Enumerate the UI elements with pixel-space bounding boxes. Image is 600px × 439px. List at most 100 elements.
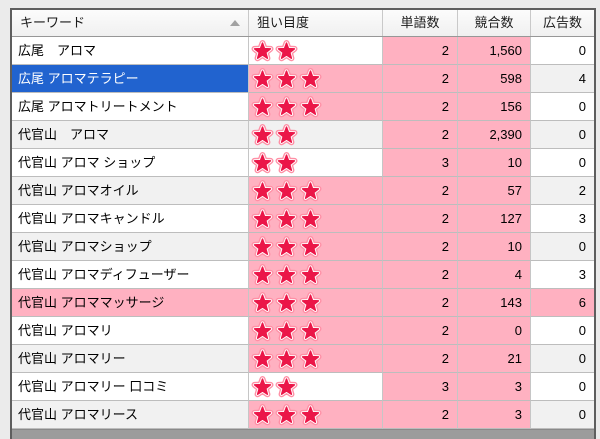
table-row[interactable]: 代官山 アロママッサージ 2 143 6	[12, 289, 594, 317]
rating-cell[interactable]	[249, 317, 383, 345]
table-row[interactable]: 代官山 アロマリー 口コミ 3 3 0	[12, 373, 594, 401]
keyword-cell[interactable]: 代官山 アロマリ	[12, 317, 249, 345]
rating-cell[interactable]	[249, 65, 383, 93]
star-icon	[275, 236, 298, 258]
ad-count-cell: 0	[531, 373, 594, 401]
word-count-cell: 3	[383, 149, 458, 177]
competition-count-cell: 57	[458, 177, 531, 205]
column-header-rating-label: 狙い目度	[257, 15, 310, 30]
word-count-cell: 2	[383, 121, 458, 149]
sort-ascending-icon	[230, 20, 240, 26]
table-row[interactable]: 代官山 アロマオイル 2 57 2	[12, 177, 594, 205]
keyword-cell[interactable]: 広尾 アロマトリートメント	[12, 93, 249, 121]
word-count-cell: 2	[383, 37, 458, 65]
ad-count-cell: 0	[531, 149, 594, 177]
star-icon	[299, 68, 322, 90]
keyword-cell[interactable]: 代官山 アロマリー 口コミ	[12, 373, 249, 401]
star-icon	[275, 320, 298, 342]
competition-count-cell: 156	[458, 93, 531, 121]
word-count-cell: 2	[383, 93, 458, 121]
rating-cell[interactable]	[249, 289, 383, 317]
word-count-cell: 2	[383, 345, 458, 373]
rating-cell[interactable]	[249, 261, 383, 289]
ad-count-cell: 0	[531, 37, 594, 65]
keyword-cell[interactable]: 広尾 アロマテラピー	[12, 65, 249, 93]
ad-count-cell: 0	[531, 93, 594, 121]
word-count-cell: 2	[383, 261, 458, 289]
word-count-cell: 2	[383, 205, 458, 233]
star-icon	[275, 348, 298, 370]
table-row[interactable]: 代官山 アロマ 2 2,390 0	[12, 121, 594, 149]
empty-area	[12, 429, 594, 439]
competition-count-cell: 127	[458, 205, 531, 233]
star-icon	[251, 404, 274, 426]
column-header-ad-count-label: 広告数	[542, 15, 582, 30]
rating-cell[interactable]	[249, 401, 383, 429]
star-icon	[251, 124, 274, 146]
table-row[interactable]: 代官山 アロマディフューザー 2 4 3	[12, 261, 594, 289]
rating-cell[interactable]	[249, 345, 383, 373]
competition-count-cell: 3	[458, 373, 531, 401]
ad-count-cell: 3	[531, 261, 594, 289]
column-header-rating[interactable]: 狙い目度	[249, 10, 383, 36]
competition-count-cell: 10	[458, 149, 531, 177]
star-icon	[275, 180, 298, 202]
table-row[interactable]: 広尾 アロマ 2 1,560 0	[12, 37, 594, 65]
star-icon	[251, 292, 274, 314]
star-icon	[251, 348, 274, 370]
column-header-word-count[interactable]: 単語数	[383, 10, 458, 36]
keyword-cell[interactable]: 広尾 アロマ	[12, 37, 249, 65]
rating-cell[interactable]	[249, 93, 383, 121]
keyword-cell[interactable]: 代官山 アロマオイル	[12, 177, 249, 205]
rating-cell[interactable]	[249, 149, 383, 177]
keyword-cell[interactable]: 代官山 アロマショップ	[12, 233, 249, 261]
star-icon	[299, 404, 322, 426]
star-icon	[251, 208, 274, 230]
table-row[interactable]: 広尾 アロマテラピー 2 598 4	[12, 65, 594, 93]
star-icon	[251, 152, 274, 174]
table-row[interactable]: 広尾 アロマトリートメント 2 156 0	[12, 93, 594, 121]
competition-count-cell: 1,560	[458, 37, 531, 65]
star-icon	[299, 96, 322, 118]
column-header-competition[interactable]: 競合数	[458, 10, 531, 36]
column-header-competition-label: 競合数	[474, 15, 514, 30]
column-header-word-count-label: 単語数	[400, 15, 440, 30]
table-row[interactable]: 代官山 アロマ ショップ 3 10 0	[12, 149, 594, 177]
word-count-cell: 3	[383, 373, 458, 401]
keyword-cell[interactable]: 代官山 アロマディフューザー	[12, 261, 249, 289]
rating-cell[interactable]	[249, 177, 383, 205]
star-icon	[251, 68, 274, 90]
table-row[interactable]: 代官山 アロマショップ 2 10 0	[12, 233, 594, 261]
rating-cell[interactable]	[249, 373, 383, 401]
table-row[interactable]: 代官山 アロマリ 2 0 0	[12, 317, 594, 345]
ad-count-cell: 6	[531, 289, 594, 317]
star-icon	[299, 292, 322, 314]
table-row[interactable]: 代官山 アロマリー 2 21 0	[12, 345, 594, 373]
word-count-cell: 2	[383, 65, 458, 93]
rating-cell[interactable]	[249, 37, 383, 65]
column-header-ad-count[interactable]: 広告数	[531, 10, 594, 36]
column-header-keyword[interactable]: キーワード	[12, 10, 249, 36]
table-row[interactable]: 代官山 アロマキャンドル 2 127 3	[12, 205, 594, 233]
ad-count-cell: 0	[531, 233, 594, 261]
rating-cell[interactable]	[249, 233, 383, 261]
keyword-cell[interactable]: 代官山 アロママッサージ	[12, 289, 249, 317]
star-icon	[251, 180, 274, 202]
table-row[interactable]: 代官山 アロマリース 2 3 0	[12, 401, 594, 429]
word-count-cell: 2	[383, 317, 458, 345]
keyword-cell[interactable]: 代官山 アロマリース	[12, 401, 249, 429]
star-icon	[275, 124, 298, 146]
rating-cell[interactable]	[249, 205, 383, 233]
star-icon	[299, 180, 322, 202]
keyword-cell[interactable]: 代官山 アロマ ショップ	[12, 149, 249, 177]
competition-count-cell: 4	[458, 261, 531, 289]
keyword-cell[interactable]: 代官山 アロマリー	[12, 345, 249, 373]
rating-cell[interactable]	[249, 121, 383, 149]
competition-count-cell: 0	[458, 317, 531, 345]
keyword-cell[interactable]: 代官山 アロマキャンドル	[12, 205, 249, 233]
star-icon	[299, 208, 322, 230]
word-count-cell: 2	[383, 177, 458, 205]
star-icon	[251, 40, 274, 62]
ad-count-cell: 0	[531, 345, 594, 373]
keyword-cell[interactable]: 代官山 アロマ	[12, 121, 249, 149]
